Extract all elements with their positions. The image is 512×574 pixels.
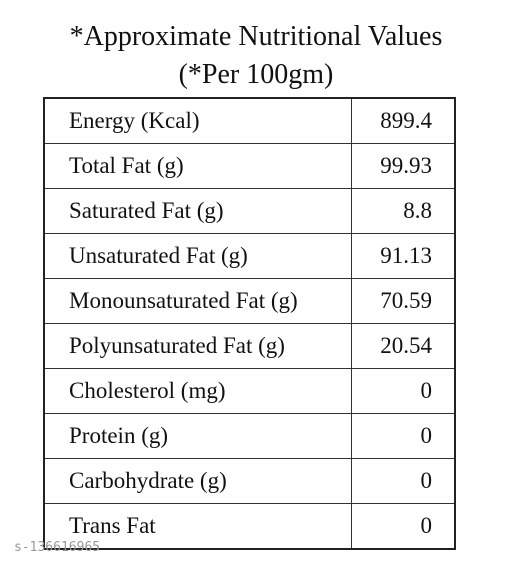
nutrient-value: 91.13 xyxy=(351,233,456,279)
table-row: Energy (Kcal) 899.4 xyxy=(43,97,456,144)
nutrient-name: Unsaturated Fat (g) xyxy=(43,233,352,279)
table-row: Protein (g) 0 xyxy=(43,413,456,459)
nutrient-value: 0 xyxy=(351,368,456,414)
table-row: Trans Fat 0 xyxy=(43,503,456,550)
nutrient-name: Cholesterol (mg) xyxy=(43,368,352,414)
nutrient-value: 70.59 xyxy=(351,278,456,324)
nutrient-value: 899.4 xyxy=(351,97,456,144)
nutrient-value: 0 xyxy=(351,413,456,459)
table-row: Total Fat (g) 99.93 xyxy=(43,143,456,189)
nutrient-name: Energy (Kcal) xyxy=(43,97,352,144)
nutrient-value: 8.8 xyxy=(351,188,456,234)
nutrient-value: 20.54 xyxy=(351,323,456,369)
table-row: Saturated Fat (g) 8.8 xyxy=(43,188,456,234)
table-row: Unsaturated Fat (g) 91.13 xyxy=(43,233,456,279)
title: *Approximate Nutritional Values xyxy=(69,21,443,52)
table-row: Monounsaturated Fat (g) 70.59 xyxy=(43,278,456,324)
table-row: Cholesterol (mg) 0 xyxy=(43,368,456,414)
nutrient-name: Carbohydrate (g) xyxy=(43,458,352,504)
nutrient-name: Protein (g) xyxy=(43,413,352,459)
nutrient-name: Total Fat (g) xyxy=(43,143,352,189)
nutrient-name: Trans Fat xyxy=(43,503,352,550)
watermark: s-136616965 xyxy=(14,540,101,555)
subtitle: (*Per 100gm) xyxy=(178,59,334,90)
nutrient-name: Polyunsaturated Fat (g) xyxy=(43,323,352,369)
table-row: Carbohydrate (g) 0 xyxy=(43,458,456,504)
nutrient-value: 0 xyxy=(351,503,456,550)
nutrition-table: Energy (Kcal) 899.4 Total Fat (g) 99.93 Satu… xyxy=(43,97,456,550)
nutrient-value: 99.93 xyxy=(351,143,456,189)
nutrient-name: Monounsaturated Fat (g) xyxy=(43,278,352,324)
nutrient-name: Saturated Fat (g) xyxy=(43,188,352,234)
table-row: Polyunsaturated Fat (g) 20.54 xyxy=(43,323,456,369)
nutrient-value: 0 xyxy=(351,458,456,504)
